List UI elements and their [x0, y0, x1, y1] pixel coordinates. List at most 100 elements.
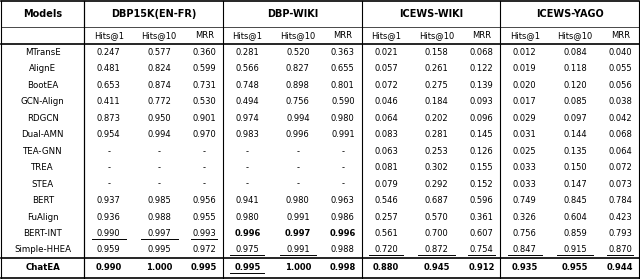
Text: 0.985: 0.985 — [147, 196, 171, 205]
Text: MTransE: MTransE — [25, 48, 61, 57]
Text: 0.021: 0.021 — [374, 48, 398, 57]
Text: 0.481: 0.481 — [97, 64, 121, 73]
Text: 0.801: 0.801 — [331, 81, 355, 90]
Text: 0.873: 0.873 — [97, 114, 121, 123]
Text: 0.604: 0.604 — [563, 213, 587, 222]
Text: 0.040: 0.040 — [608, 48, 632, 57]
Text: 0.135: 0.135 — [563, 147, 587, 156]
Text: 0.936: 0.936 — [97, 213, 121, 222]
Text: TREA: TREA — [31, 163, 54, 172]
Text: Hits@1: Hits@1 — [371, 31, 401, 40]
Text: Hits@1: Hits@1 — [509, 31, 540, 40]
Text: -: - — [341, 163, 344, 172]
Text: -: - — [203, 163, 205, 172]
Text: 0.152: 0.152 — [470, 180, 493, 189]
Text: 0.996: 0.996 — [234, 229, 260, 238]
Text: 0.993: 0.993 — [193, 229, 216, 238]
Text: 0.184: 0.184 — [424, 97, 449, 106]
Text: 0.655: 0.655 — [331, 64, 355, 73]
Text: 0.202: 0.202 — [425, 114, 448, 123]
Text: 0.784: 0.784 — [608, 196, 632, 205]
Text: DBP-WIKI: DBP-WIKI — [267, 9, 318, 19]
Text: 0.590: 0.590 — [331, 97, 355, 106]
Text: 0.991: 0.991 — [286, 213, 310, 222]
Text: 0.081: 0.081 — [374, 163, 398, 172]
Text: 0.687: 0.687 — [424, 196, 449, 205]
Text: -: - — [296, 180, 300, 189]
Text: 0.991: 0.991 — [286, 246, 310, 254]
Text: 0.937: 0.937 — [97, 196, 121, 205]
Text: 0.281: 0.281 — [236, 48, 259, 57]
Text: 0.056: 0.056 — [608, 81, 632, 90]
Text: Simple-HHEA: Simple-HHEA — [14, 246, 71, 254]
Text: -: - — [108, 163, 110, 172]
Text: 0.570: 0.570 — [424, 213, 449, 222]
Text: 0.326: 0.326 — [513, 213, 536, 222]
Text: 0.996: 0.996 — [330, 229, 356, 238]
Text: 0.042: 0.042 — [608, 114, 632, 123]
Text: Hits@1: Hits@1 — [94, 31, 124, 40]
Text: 0.653: 0.653 — [97, 81, 121, 90]
Text: 0.093: 0.093 — [470, 97, 493, 106]
Text: MRR: MRR — [611, 31, 630, 40]
Text: 0.748: 0.748 — [236, 81, 259, 90]
Text: 0.085: 0.085 — [563, 97, 587, 106]
Text: STEA: STEA — [31, 180, 54, 189]
Text: 0.990: 0.990 — [97, 229, 120, 238]
Text: 0.275: 0.275 — [424, 81, 449, 90]
Text: 0.577: 0.577 — [147, 48, 171, 57]
Text: 0.360: 0.360 — [192, 48, 216, 57]
Text: -: - — [296, 163, 300, 172]
Text: 0.874: 0.874 — [147, 81, 171, 90]
Text: 0.827: 0.827 — [286, 64, 310, 73]
Text: 0.720: 0.720 — [374, 246, 398, 254]
Text: 0.935: 0.935 — [511, 263, 538, 271]
Text: 0.995: 0.995 — [147, 246, 171, 254]
Text: 0.155: 0.155 — [470, 163, 493, 172]
Text: ICEWS-YAGO: ICEWS-YAGO — [536, 9, 604, 19]
Text: 0.950: 0.950 — [147, 114, 171, 123]
Text: RDGCN: RDGCN — [27, 114, 59, 123]
Text: 0.079: 0.079 — [374, 180, 398, 189]
Text: 0.150: 0.150 — [563, 163, 587, 172]
Text: 0.963: 0.963 — [331, 196, 355, 205]
Text: 0.988: 0.988 — [331, 246, 355, 254]
Text: 0.859: 0.859 — [563, 229, 587, 238]
Text: 0.025: 0.025 — [513, 147, 536, 156]
Text: 0.772: 0.772 — [147, 97, 171, 106]
Text: GCN-Align: GCN-Align — [21, 97, 65, 106]
Text: -: - — [246, 163, 249, 172]
Text: 0.975: 0.975 — [236, 246, 259, 254]
Text: 0.945: 0.945 — [423, 263, 450, 271]
Text: 0.020: 0.020 — [513, 81, 536, 90]
Text: 0.912: 0.912 — [468, 263, 495, 271]
Text: 0.959: 0.959 — [97, 246, 120, 254]
Text: 0.530: 0.530 — [193, 97, 216, 106]
Text: 0.520: 0.520 — [286, 48, 310, 57]
Text: -: - — [246, 180, 249, 189]
Text: 0.994: 0.994 — [147, 130, 171, 139]
Text: 0.872: 0.872 — [424, 246, 449, 254]
Text: 0.126: 0.126 — [470, 147, 493, 156]
Text: 0.363: 0.363 — [331, 48, 355, 57]
Text: BERT-INT: BERT-INT — [23, 229, 62, 238]
Text: 0.038: 0.038 — [608, 97, 632, 106]
Text: -: - — [203, 180, 205, 189]
Text: 0.073: 0.073 — [608, 180, 632, 189]
Text: Hits@10: Hits@10 — [419, 31, 454, 40]
Text: 0.980: 0.980 — [286, 196, 310, 205]
Text: 0.158: 0.158 — [424, 48, 449, 57]
Text: -: - — [157, 180, 161, 189]
Text: ChatEA: ChatEA — [26, 263, 60, 271]
Text: 0.361: 0.361 — [470, 213, 493, 222]
Text: 0.983: 0.983 — [236, 130, 259, 139]
Text: 0.944: 0.944 — [607, 263, 634, 271]
Text: 0.566: 0.566 — [236, 64, 259, 73]
Text: Dual-AMN: Dual-AMN — [22, 130, 64, 139]
Text: 0.607: 0.607 — [470, 229, 493, 238]
Text: -: - — [108, 180, 110, 189]
Text: 0.257: 0.257 — [374, 213, 398, 222]
Text: ICEWS-WIKI: ICEWS-WIKI — [399, 9, 463, 19]
Text: AlignE: AlignE — [29, 64, 56, 73]
Text: 0.068: 0.068 — [470, 48, 493, 57]
